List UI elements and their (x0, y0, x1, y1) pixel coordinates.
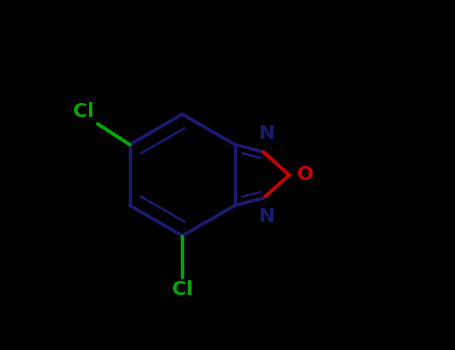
Text: Cl: Cl (73, 102, 94, 121)
Text: O: O (297, 166, 313, 184)
Text: Cl: Cl (172, 280, 193, 299)
Text: N: N (258, 207, 274, 226)
Text: N: N (258, 124, 274, 143)
